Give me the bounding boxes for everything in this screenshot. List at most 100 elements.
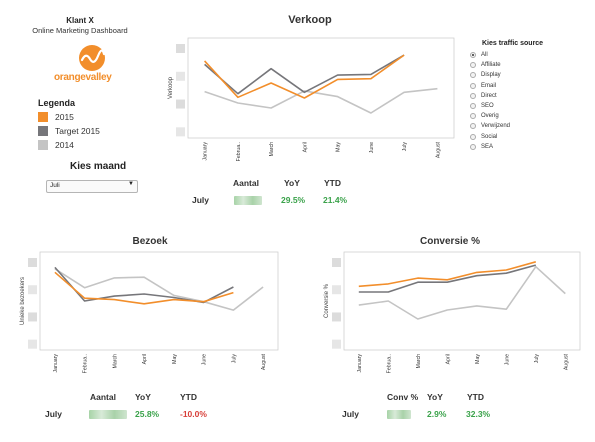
x-tick-label: January [357, 354, 363, 373]
x-tick-label: August [435, 141, 441, 158]
traffic-source-option-overig[interactable]: Overig [470, 111, 499, 121]
x-tick-label: June [202, 354, 208, 365]
traffic-source-option-all[interactable]: All [470, 50, 488, 60]
kpi-conversie-yoy: 2.9% [427, 409, 447, 419]
traffic-source-option-label: Affiliate [481, 62, 501, 69]
traffic-source-option-verwijzend[interactable]: Verwijzend [470, 121, 510, 131]
x-tick-label: March [269, 142, 275, 157]
kpi-verkoop-header-ytd: YTD [324, 178, 341, 188]
traffic-source-option-direct[interactable]: Direct [470, 91, 497, 101]
series-line [358, 264, 537, 293]
legend-label: 2014 [55, 140, 74, 150]
kpi-conversie-value-blurred [387, 410, 411, 419]
traffic-source-option-label: Social [481, 133, 498, 140]
x-tick-label: July [402, 142, 408, 152]
x-tick-label: August [563, 353, 569, 370]
legend-label: 2015 [55, 112, 74, 122]
series-line [54, 271, 234, 305]
kpi-conversie-header-yoy: YoY [427, 392, 443, 402]
legend-item-target-2015: Target 2015 [38, 125, 100, 137]
kpi-conversie-row-label: July [342, 409, 360, 419]
legend-swatch [38, 140, 48, 150]
radio-icon[interactable] [470, 72, 476, 79]
y-tick-label-blurred [28, 339, 37, 349]
y-tick-label-blurred [176, 71, 185, 81]
x-tick-label: April [142, 354, 148, 364]
y-axis-label: Verkoop [168, 76, 174, 99]
series-line [358, 265, 566, 320]
y-tick-label-blurred [176, 99, 185, 109]
traffic-source-option-sea[interactable]: SEA [470, 142, 493, 152]
dashboard-subtitle: Online Marketing Dashboard [32, 26, 128, 35]
month-select[interactable]: Juli ▼ [46, 180, 138, 193]
radio-icon[interactable] [470, 123, 476, 130]
traffic-source-option-label: All [481, 52, 488, 58]
x-tick-label: March [416, 354, 422, 369]
chevron-down-icon: ▼ [128, 181, 134, 187]
x-tick-label: Februa.. [386, 354, 392, 373]
y-tick-label-blurred [28, 258, 37, 267]
bezoek-line-chart: Unieke bezoekers January Februa.. March Apri… [20, 251, 279, 373]
verkoop-chart-title: Verkoop [288, 14, 332, 26]
radio-icon[interactable] [470, 113, 476, 120]
traffic-source-option-label: SEA [481, 143, 494, 150]
series-line [204, 87, 438, 114]
kpi-verkoop-yoy: 29.5% [281, 195, 306, 205]
radio-icon[interactable] [470, 52, 476, 58]
x-tick-label: May [336, 142, 342, 152]
traffic-source-option-label: SEO [481, 103, 494, 109]
radio-icon[interactable] [470, 133, 476, 140]
x-tick-label: April [445, 354, 451, 364]
kpi-verkoop-ytd: 21.4% [323, 195, 348, 205]
x-tick-label: January [53, 354, 59, 373]
kpi-bezoek-yoy: 25.8% [135, 409, 160, 419]
radio-icon[interactable] [470, 103, 476, 109]
series-line [204, 54, 405, 99]
radio-icon[interactable] [470, 62, 476, 69]
series-line [358, 261, 537, 288]
x-tick-label: June [369, 142, 375, 153]
month-select-value: Juli [50, 182, 60, 189]
y-tick-label-blurred [332, 312, 341, 322]
conversie-line-chart: Conversie % January Februa.. March April May J… [324, 251, 581, 373]
y-tick-label-blurred [28, 312, 37, 322]
x-tick-label: June [504, 354, 510, 365]
kpi-verkoop-value-blurred [234, 196, 262, 205]
traffic-source-option-display[interactable]: Display [470, 70, 501, 80]
kpi-bezoek-header-aantal: Aantal [90, 392, 116, 402]
orangevalley-logo-icon [79, 45, 106, 71]
y-tick-label-blurred [176, 44, 185, 53]
traffic-source-option-label: Overig [481, 113, 499, 120]
radio-icon[interactable] [470, 92, 476, 99]
x-tick-label: April [302, 142, 308, 152]
conversie-chart-title: Conversie % [419, 236, 481, 247]
kpi-bezoek-row-label: July [45, 409, 63, 419]
traffic-source-option-social[interactable]: Social [470, 132, 497, 142]
y-tick-label-blurred [28, 285, 37, 295]
kpi-bezoek-header-yoy: YoY [135, 392, 151, 402]
radio-icon[interactable] [470, 82, 476, 89]
verkoop-line-chart: Verkoop January Februa.. March April May June J… [168, 37, 455, 161]
legend-swatch [38, 126, 48, 136]
kpi-bezoek-ytd: -10.0% [180, 409, 207, 419]
x-tick-label: January [203, 142, 209, 161]
series-line [204, 54, 405, 95]
bezoek-chart-title: Bezoek [132, 236, 168, 247]
radio-icon[interactable] [470, 143, 476, 150]
traffic-source-title: Kies traffic source [482, 40, 544, 47]
kpi-conversie-header-ytd: YTD [467, 392, 484, 402]
traffic-source-option-seo[interactable]: SEO [470, 101, 494, 111]
traffic-source-option-affiliate[interactable]: Affiliate [470, 60, 501, 70]
plot-area [343, 251, 581, 351]
y-tick-label-blurred [332, 339, 341, 349]
traffic-source-option-label: Verwijzend [481, 123, 511, 130]
x-tick-label: Februa.. [83, 354, 89, 373]
x-tick-label: July [231, 354, 237, 364]
kpi-verkoop-header-yoy: YoY [284, 178, 300, 188]
kpi-conversie-header-conv: Conv % [387, 392, 419, 402]
client-title: Klant X [66, 16, 94, 25]
traffic-source-option-email[interactable]: Email [470, 81, 496, 91]
x-tick-label: May [475, 354, 481, 364]
y-tick-label-blurred [332, 285, 341, 295]
x-tick-label: May [172, 354, 178, 364]
